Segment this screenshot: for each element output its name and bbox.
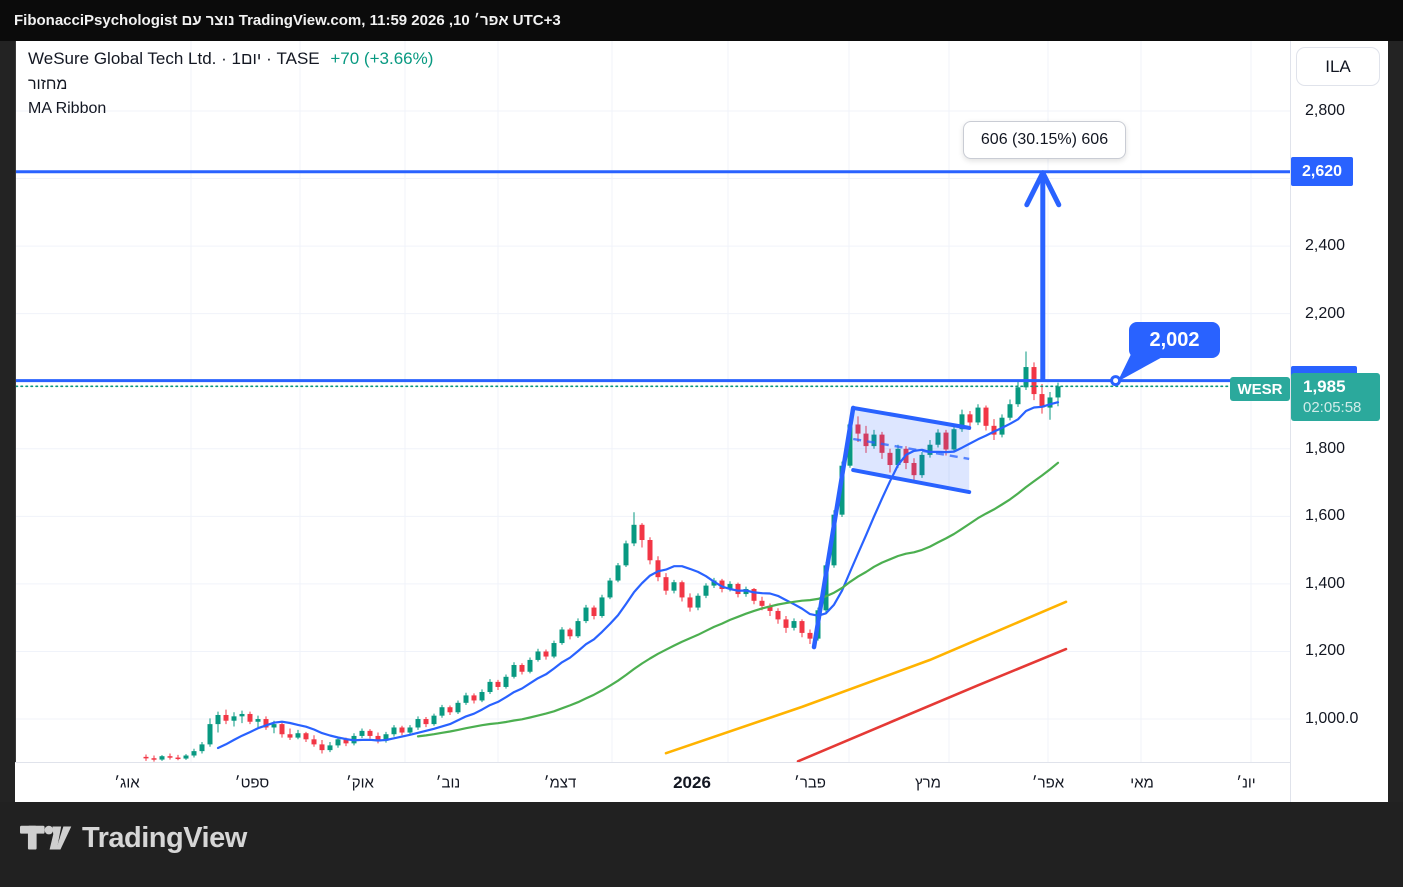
exchange-label: TASE [276,49,320,68]
symbol-tag-label[interactable]: WESR [1230,377,1290,401]
last-price-text: 1,985 [1303,377,1346,396]
time-tick-label: דצמ׳ [543,774,577,791]
volume-indicator-legend[interactable]: מחזור [28,76,68,93]
time-tick-label: אוק׳ [346,774,374,791]
level-price-label: 2,620 [1291,157,1353,186]
price-tick-label: 2,800 [1305,102,1346,119]
tradingview-logo-icon [20,825,72,850]
price-tick-label: 1,200 [1305,642,1346,660]
price-tick-label: 1,000.0 [1305,710,1359,728]
chart-pane[interactable]: WeSure Global Tech Ltd. · 1יום · TASE +7… [15,41,1290,762]
time-tick-label: מרץ [915,774,941,791]
currency-button-text: ILA [1325,56,1351,76]
currency-button[interactable]: ILA [1296,47,1380,86]
last-price-label: 1,985 02:05:58 [1291,373,1380,421]
candlestick-chart[interactable] [16,41,1290,762]
price-tick-label: 1,800 [1305,439,1346,457]
price-target-text: 2,002 [1149,328,1200,351]
time-tick-label: נוב׳ [435,774,461,791]
price-tick-label: 1,600 [1305,507,1346,525]
chart-legend: WeSure Global Tech Ltd. · 1יום · TASE +7… [28,49,433,118]
time-tick-label: אוג׳ [114,774,140,791]
time-tick-label: אפר׳ [1031,774,1065,791]
attribution-text: FibonacciPsychologist נוצר עם TradingVie… [14,12,561,29]
tradingview-brand[interactable]: TradingView [20,820,247,856]
symbol-tag-text: WESR [1237,380,1283,398]
countdown-text: 02:05:58 [1303,399,1362,416]
legend-separator: · [266,49,272,68]
time-tick-label: ספט׳ [234,774,270,791]
measurement-callout[interactable]: 606 (30.15%) 606 [963,121,1126,159]
time-tick-label: 2026 [673,772,711,792]
attribution-bar: FibonacciPsychologist נוצר עם TradingVie… [0,0,1403,41]
symbol-title: WeSure Global Tech Ltd. [28,49,217,68]
price-axis[interactable]: ILA 2,620 1,985 02:05:58 2,800 2,400 2,200… [1290,41,1388,802]
price-target-callout[interactable]: 2,002 [1129,322,1220,358]
price-tick-label: 2,200 [1305,304,1346,322]
change-label: +70 (+3.66%) [330,49,434,68]
interval-label: 1יום [231,49,262,68]
level-price-text: 2,620 [1301,162,1343,180]
price-tick-label: 2,400 [1305,237,1346,255]
time-tick-label: מאי [1130,774,1154,791]
measurement-text: 606 (30.15%) 606 [980,131,1109,148]
tradingview-brand-text: TradingView [82,821,247,854]
symbol-legend-row[interactable]: WeSure Global Tech Ltd. · 1יום · TASE +7… [28,49,433,69]
time-tick-label: פבר׳ [794,774,826,791]
time-axis[interactable]: אוג׳ ספט׳ אוק׳ נוב׳ דצמ׳ 2026 פבר׳ מרץ אפר׳ מאי יו… [15,762,1290,802]
footer-bar: TradingView [0,802,1403,887]
ma-ribbon-legend[interactable]: MA Ribbon [28,100,107,117]
time-tick-label: יונ׳ [1236,774,1256,791]
legend-separator: · [221,49,227,68]
price-tick-label: 1,400 [1305,574,1346,592]
